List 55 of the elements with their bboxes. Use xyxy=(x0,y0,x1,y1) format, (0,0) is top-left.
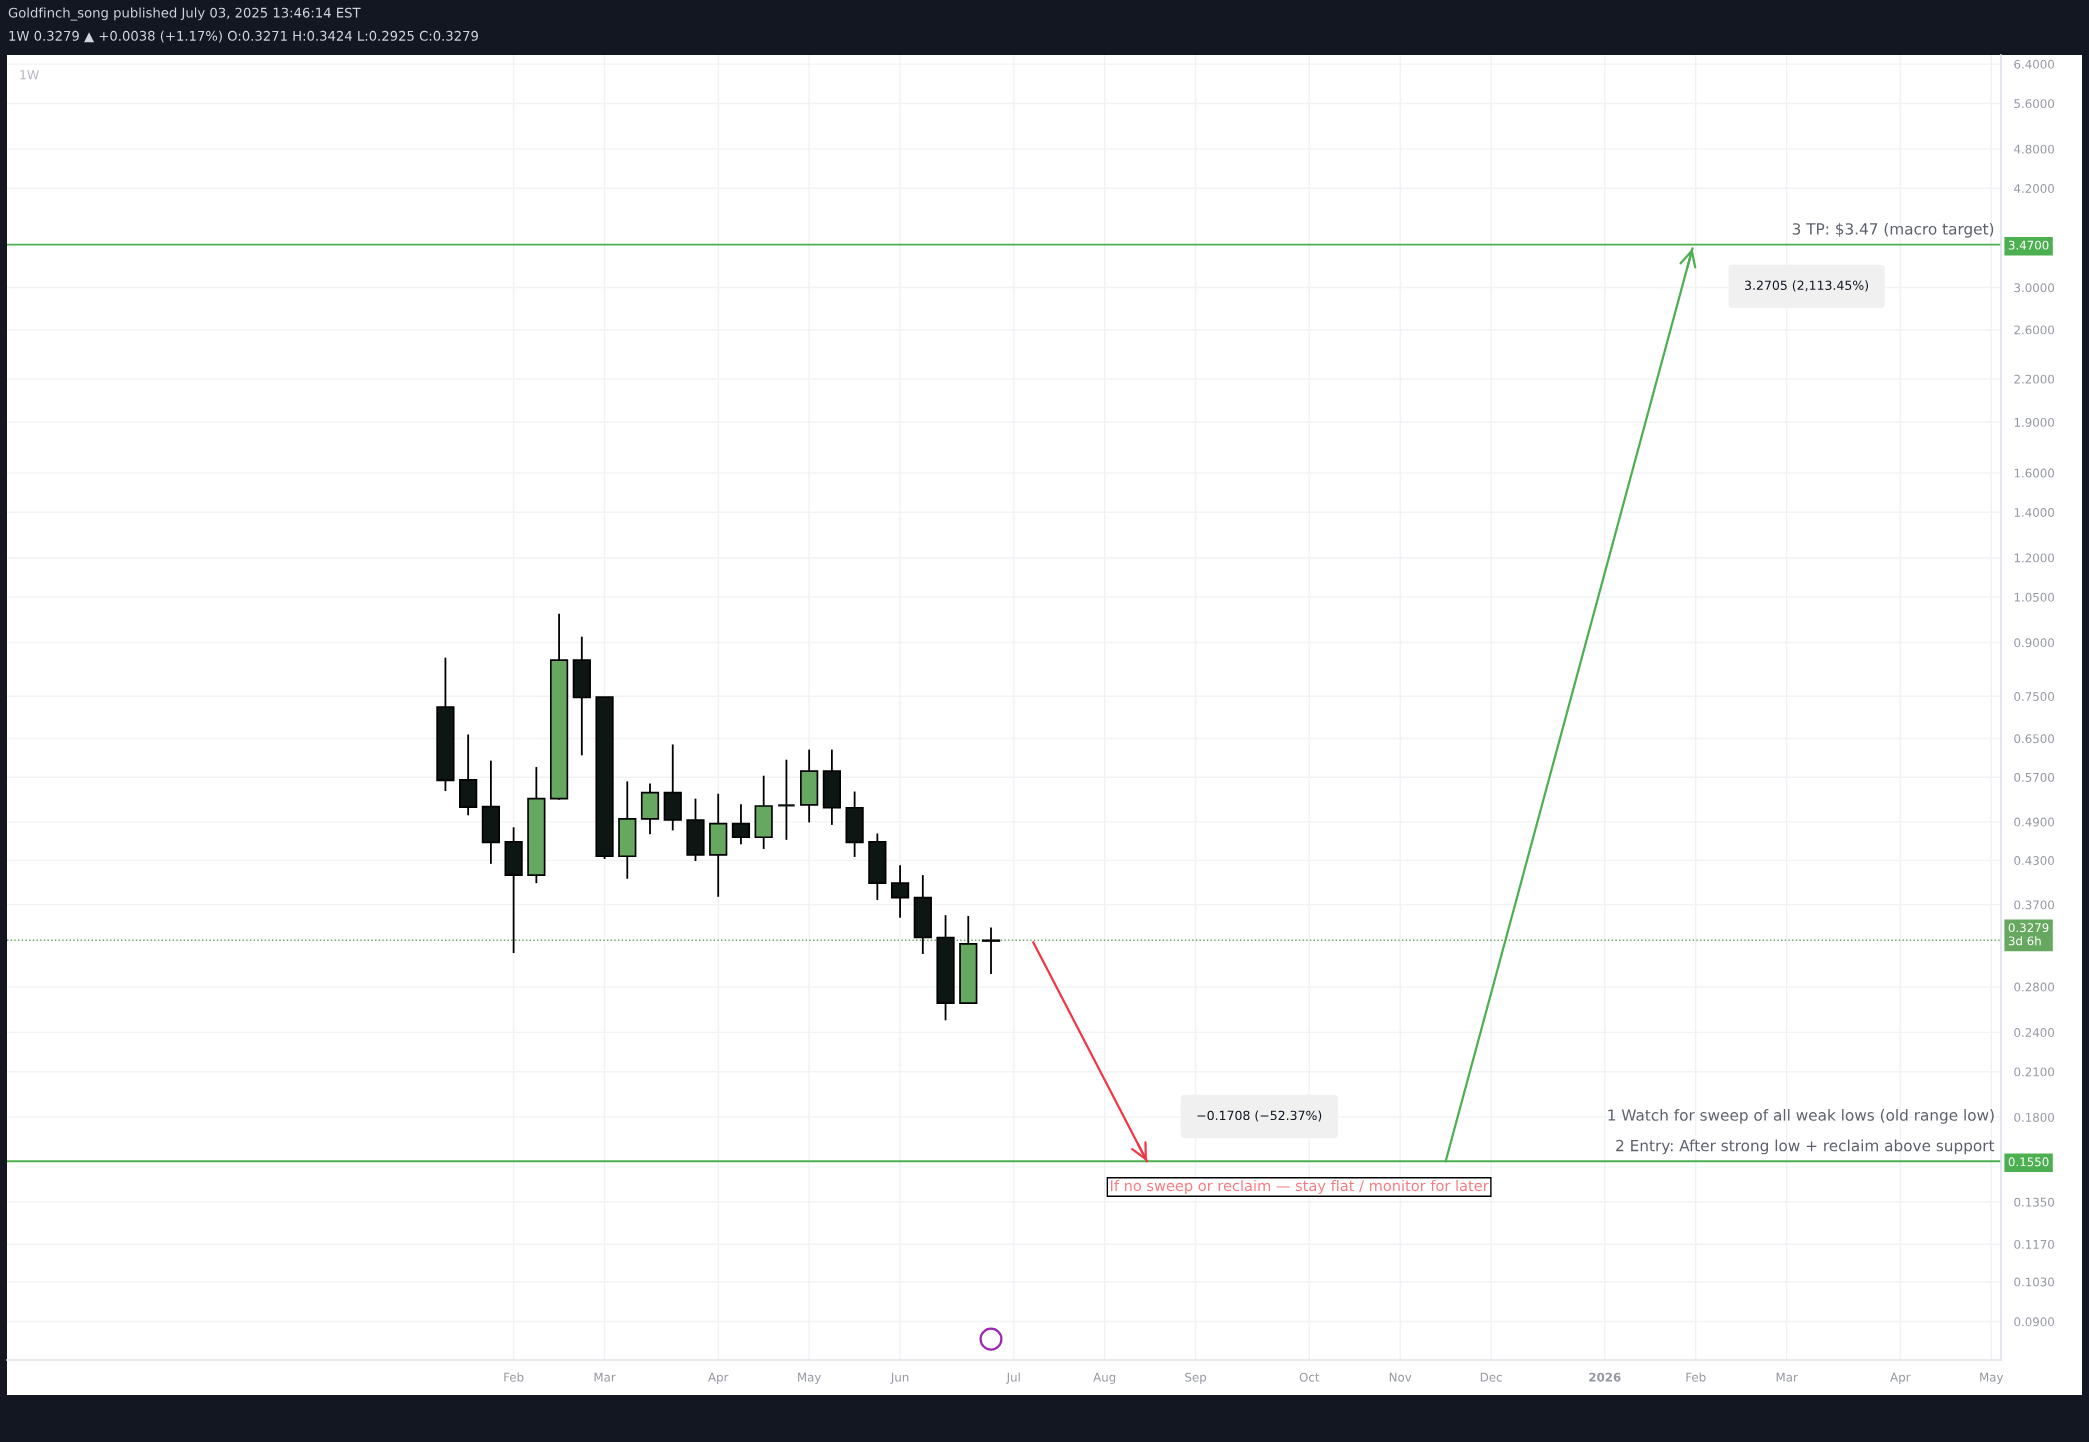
x-tick-label: Feb xyxy=(504,1372,524,1382)
y-tick-label: 0.1030 xyxy=(2014,1277,2055,1287)
chart-title: Goldfinch_song published July 03, 2025 13:46:14 EST xyxy=(8,7,361,21)
y-tick-label: 1.6000 xyxy=(2014,468,2055,478)
y-tick-label: 2.2000 xyxy=(2014,374,2055,384)
x-tick-label: Apr xyxy=(708,1372,729,1384)
x-tick-label: Mar xyxy=(1776,1372,1798,1382)
x-tick-label: Nov xyxy=(1389,1372,1412,1382)
annotation: If no sweep or reclaim — stay flat / monitor for later xyxy=(1110,1179,1489,1195)
x-tick-label: Aug xyxy=(1093,1372,1116,1384)
annotation: 1 Watch for sweep of all weak lows (old range low) xyxy=(1608,1109,1994,1124)
y-tick-label: 3.0000 xyxy=(2014,283,2055,293)
y-tick-label: 1.4000 xyxy=(2014,507,2055,517)
x-tick-label: May xyxy=(1980,1372,2004,1384)
y-tick-label: 0.4300 xyxy=(2014,856,2055,866)
y-tick-label: 0.1350 xyxy=(2014,1197,2055,1207)
y-tick-label: 1.0500 xyxy=(2014,592,2055,602)
x-tick-label: Sep xyxy=(1185,1372,1207,1384)
y-tick-label: 2.6000 xyxy=(2014,325,2055,335)
y-tick-label: 0.3700 xyxy=(2014,900,2055,910)
annotation: 3.2705 (2,113.45%) xyxy=(1745,280,1869,292)
y-tick-label: 1.2000 xyxy=(2014,553,2055,563)
y-tick-label: 0.1800 xyxy=(2014,1112,2055,1122)
x-tick-label: Jun xyxy=(890,1372,909,1384)
x-tick-label: Apr xyxy=(1890,1372,1911,1384)
x-tick-label: Jul xyxy=(1006,1372,1020,1384)
x-tick-label: Feb xyxy=(1686,1372,1706,1382)
ref-line-label: 0.1550 xyxy=(2008,1157,2049,1167)
x-tick-label: 2026 xyxy=(1589,1372,1621,1382)
y-tick-label: 4.2000 xyxy=(2014,184,2055,193)
y-tick-label: 0.2800 xyxy=(2014,982,2055,992)
x-tick-label: May xyxy=(798,1372,821,1384)
y-tick-label: 5.6000 xyxy=(2014,99,2055,109)
y-tick-label: 6.4000 xyxy=(2014,59,2055,69)
y-tick-label: 0.0900 xyxy=(2014,1317,2055,1327)
ref-line-label: 3.4700 xyxy=(2008,240,2049,250)
y-tick-label: 0.9000 xyxy=(2014,638,2055,648)
y-tick-label: 0.2400 xyxy=(2014,1028,2055,1037)
y-tick-label: 4.8000 xyxy=(2014,144,2055,154)
y-tick-label: 1.9000 xyxy=(2014,417,2055,427)
chart-subtitle: 1W 0.3279 ▲ +0.0038 (+1.17%) O:0.3271 H:0.3424 L:0.2925 C:0.3279 xyxy=(9,30,478,43)
y-tick-label: 0.4900 xyxy=(2014,817,2055,827)
y-tick-label: 0.5700 xyxy=(2014,772,2055,782)
annotation: 2 Entry: After strong low + reclaim above support xyxy=(1616,1139,1995,1155)
x-tick-label: Oct xyxy=(1299,1372,1320,1382)
x-tick-label: Dec xyxy=(1480,1372,1502,1382)
ref-line-label: 0.3279 3d 6h xyxy=(2008,923,2049,946)
annotation: 1W xyxy=(20,70,39,80)
x-tick-label: Mar xyxy=(594,1372,616,1382)
y-tick-label: 0.7500 xyxy=(2014,692,2055,701)
annotation: 3 TP: $3.47 (macro target) xyxy=(1792,222,1994,238)
annotation: −0.1708 (−52.37%) xyxy=(1197,1110,1322,1122)
y-tick-label: 0.2100 xyxy=(2014,1067,2055,1077)
y-tick-label: 0.6500 xyxy=(2014,734,2055,744)
y-tick-label: 0.1170 xyxy=(2014,1239,2055,1249)
